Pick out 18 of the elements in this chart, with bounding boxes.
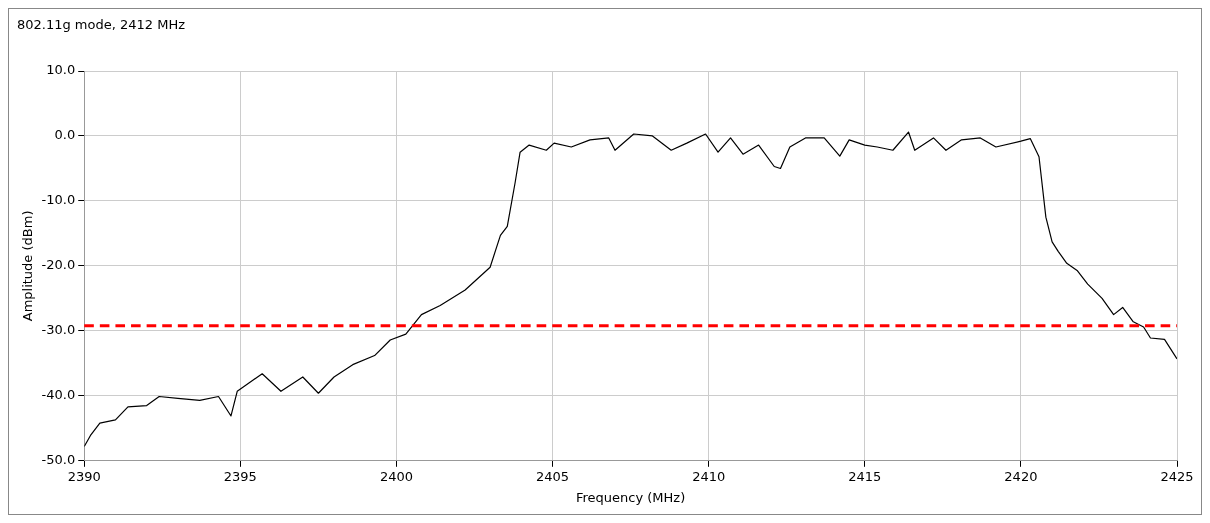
x-tick-label: 2400 [379, 468, 413, 484]
x-tick-label: 2410 [692, 468, 726, 484]
x-tick-label: 2415 [848, 468, 882, 484]
x-tick-label: 2420 [1004, 468, 1038, 484]
chart-title: 802.11g mode, 2412 MHz [17, 17, 186, 32]
y-tick-label: -50.0 [41, 452, 76, 468]
y-tick-label: -30.0 [41, 322, 76, 338]
x-tick-label: 2425 [1160, 468, 1194, 484]
y-tick-label: -40.0 [41, 387, 76, 403]
y-tick-label: 10.0 [46, 62, 76, 78]
y-tick-label: -20.0 [41, 257, 76, 273]
y-axis-title: Amplitude (dBm) [20, 210, 36, 322]
x-tick-label: 2390 [67, 468, 101, 484]
x-axis-title: Frequency (MHz) [575, 489, 686, 505]
x-tick-label: 2395 [223, 468, 257, 484]
y-tick-label: -10.0 [41, 192, 76, 208]
x-tick-label: 2405 [536, 468, 570, 484]
y-tick-label: 0.0 [54, 127, 76, 143]
